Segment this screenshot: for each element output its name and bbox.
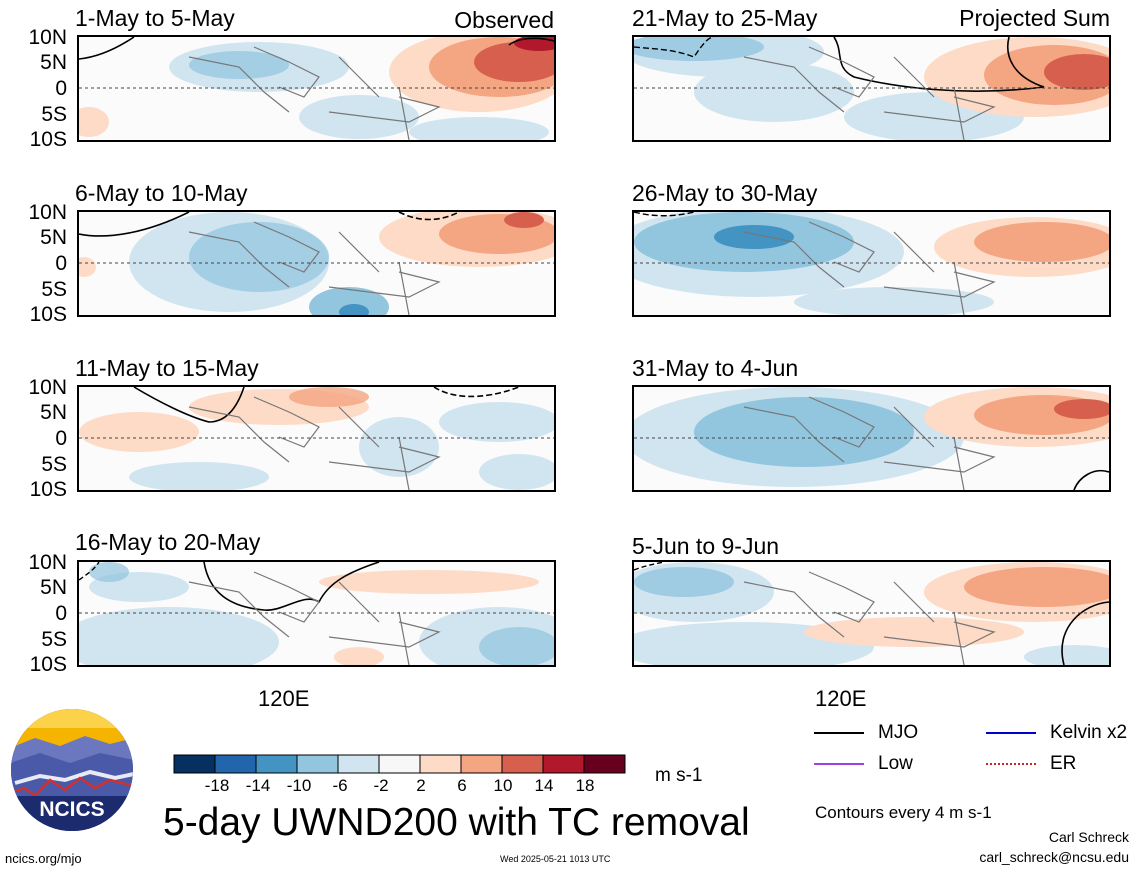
colorbar-cell	[296, 754, 339, 774]
map-panel-4	[77, 560, 556, 667]
legend-label: Kelvin x2	[1050, 722, 1128, 743]
colorbar-cell	[378, 754, 421, 774]
lat-label: 0	[55, 252, 67, 275]
observed-tag: Observed	[454, 7, 554, 33]
panel-title-1: 1-May to 5-May	[75, 5, 235, 31]
panel-title-2: 6-May to 10-May	[75, 180, 248, 206]
lat-label: 5N	[40, 576, 67, 599]
lat-label: 5S	[41, 278, 67, 301]
lat-label: 10N	[28, 201, 67, 224]
lon-label-right: 120E	[815, 686, 867, 711]
site-url: ncics.org/mjo	[5, 851, 82, 866]
map-panel-6	[632, 210, 1111, 317]
legend-item-er: ER	[986, 753, 1076, 775]
lon-label-left: 120E	[258, 686, 310, 711]
legend: MJO Kelvin x2 Low ER	[814, 719, 1134, 809]
panel-title-8: 5-Jun to 9-Jun	[632, 533, 780, 559]
map-panel-2	[77, 210, 556, 317]
map-panel-3	[77, 385, 556, 492]
lat-label: 0	[55, 427, 67, 450]
lat-label: 10S	[29, 478, 67, 501]
colorbar-label: -6	[332, 776, 348, 795]
legend-label: Low	[878, 753, 913, 774]
colorbar-cell	[460, 754, 503, 774]
lat-label: 10S	[29, 303, 67, 326]
panel-title-6: 26-May to 30-May	[632, 180, 818, 206]
lat-label: 10N	[28, 26, 67, 49]
panel-title-5: 21-May to 25-May	[632, 5, 818, 31]
author-email: carl_schreck@ncsu.edu	[979, 849, 1129, 865]
contour-note: Contours every 4 m s-1	[815, 803, 992, 822]
lat-label: 10S	[29, 128, 67, 151]
map-panel-5	[632, 35, 1111, 142]
panel-title-3: 11-May to 15-May	[75, 355, 259, 381]
lat-label: 5S	[41, 628, 67, 651]
lat-label: 0	[55, 602, 67, 625]
legend-label: MJO	[878, 722, 919, 743]
legend-item-mjo: MJO	[814, 722, 918, 744]
panel-title-4: 16-May to 20-May	[75, 529, 261, 555]
colorbar-cell	[501, 754, 544, 774]
timestamp: Wed 2025-05-21 1013 UTC	[500, 854, 611, 864]
colorbar-cell	[214, 754, 257, 774]
lat-label: 5N	[40, 51, 67, 74]
colorbar-label: 18	[575, 776, 595, 795]
colorbar-label: 10	[493, 776, 513, 795]
colorbar-label: 6	[457, 776, 467, 795]
colorbar-cell	[419, 754, 462, 774]
lat-label: 0	[55, 77, 67, 100]
author: Carl Schreck	[1048, 829, 1129, 845]
main-title: 5-day UWND200 with TC removal	[163, 801, 750, 844]
colorbar-label: -10	[286, 776, 312, 795]
colorbar-units: m s-1	[655, 765, 703, 786]
panel-title-7: 31-May to 4-Jun	[632, 355, 799, 381]
legend-item-low: Low	[814, 753, 913, 775]
lat-label: 5S	[41, 103, 67, 126]
colorbar-cell	[255, 754, 298, 774]
lat-label: 5N	[40, 226, 67, 249]
colorbar-cell	[542, 754, 585, 774]
colorbar-label: 14	[534, 776, 554, 795]
colorbar-cell	[173, 754, 216, 774]
colorbar-label: -14	[245, 776, 271, 795]
legend-label: ER	[1050, 753, 1077, 774]
lat-label: 10N	[28, 551, 67, 574]
ncics-logo: NCICS	[10, 708, 134, 837]
lat-label: 10N	[28, 376, 67, 399]
projected-tag: Projected Sum	[959, 5, 1110, 31]
legend-line-kelvin	[986, 731, 1036, 734]
legend-item-kelvin: Kelvin x2	[986, 722, 1127, 744]
colorbar-label: -2	[373, 776, 389, 795]
colorbar-cell	[583, 754, 626, 774]
colorbar	[173, 754, 626, 774]
map-panel-1	[77, 35, 556, 142]
legend-line-mjo	[814, 731, 864, 734]
colorbar-label: 2	[416, 776, 426, 795]
map-panel-8	[632, 560, 1111, 667]
colorbar-cell	[337, 754, 380, 774]
lat-label: 5S	[41, 453, 67, 476]
map-panel-7	[632, 385, 1111, 492]
legend-line-low	[814, 762, 864, 765]
colorbar-label: -18	[204, 776, 230, 795]
legend-line-er	[986, 762, 1036, 765]
lat-label: 10S	[29, 653, 67, 676]
logo-text: NCICS	[39, 798, 104, 821]
lat-label: 5N	[40, 401, 67, 424]
